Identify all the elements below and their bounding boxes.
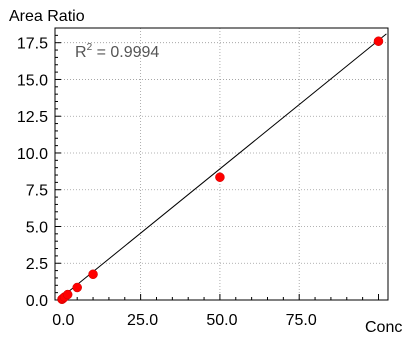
r-squared-annotation: R2 = 0.9994 [75,42,159,61]
y-tick-label: 17.5 [17,36,48,53]
y-axis-ticks [55,27,61,301]
y-tick-label: 15.0 [17,72,48,89]
y-axis-tick-labels: 0.0 2.5 5.0 7.5 10.0 12.5 15.0 17.5 [17,36,48,310]
x-tick-label: 75.0 [286,312,317,329]
r-squared-value: = 0.9994 [92,44,159,61]
regression-line [57,33,387,301]
x-axis-title: Conc [365,319,402,336]
x-tick-label: 25.0 [127,312,158,329]
x-axis-ticks [60,294,379,300]
x-tick-label: 0.0 [52,312,74,329]
plot-area-frame [54,27,389,301]
y-tick-label: 10.0 [17,146,48,163]
y-tick-label: 5.0 [26,219,48,236]
x-axis-tick-labels: 0.0 25.0 50.0 75.0 [52,312,317,329]
data-point [215,172,225,182]
grid-lines [55,28,388,300]
data-point [72,282,82,293]
y-tick-label: 7.5 [26,183,48,200]
data-point [373,36,384,46]
data-point [88,269,98,280]
y-tick-label: 12.5 [17,109,48,126]
r-squared-prefix: R [75,44,87,61]
y-axis-title: Area Ratio [9,8,85,25]
data-point [62,289,73,300]
x-tick-label: 50.0 [206,312,237,329]
r-squared-superscript: 2 [87,42,93,53]
y-tick-label: 0.0 [26,293,48,310]
y-tick-label: 2.5 [26,256,48,273]
data-points [57,36,384,305]
